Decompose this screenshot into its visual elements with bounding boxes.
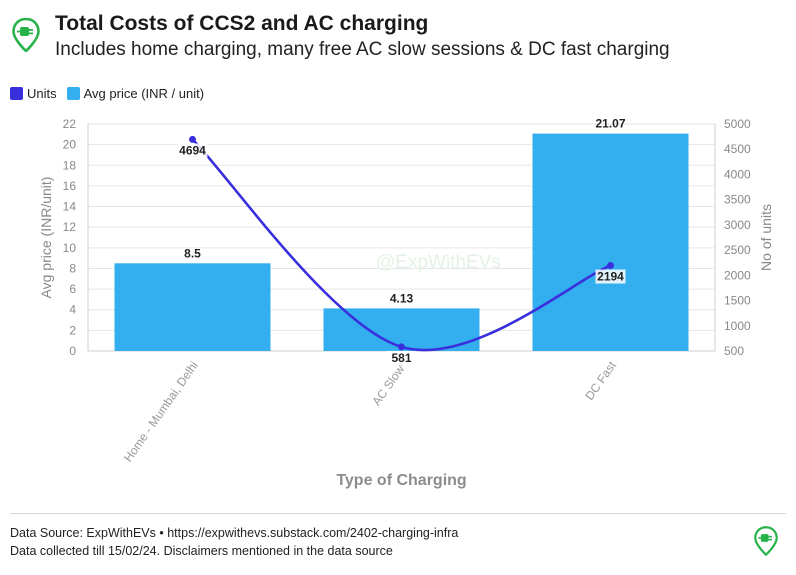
y-left-axis-title: Avg price (INR/unit) xyxy=(38,177,54,299)
y-left-tick-label: 16 xyxy=(63,179,77,193)
x-axis-title: Type of Charging xyxy=(336,472,466,489)
bar-data-label: 21.07 xyxy=(595,117,625,131)
legend-item-avg-price[interactable]: Avg price (INR / unit) xyxy=(66,86,205,101)
y-right-axis-title: No of units xyxy=(758,204,774,271)
y-left-tick-label: 12 xyxy=(63,220,77,234)
bar xyxy=(532,133,689,351)
units-label-bg xyxy=(177,143,208,158)
y-left-tick-label: 10 xyxy=(63,241,77,255)
y-left-tick-label: 2 xyxy=(69,323,76,337)
ev-charging-pin-icon xyxy=(754,526,778,556)
units-data-label: 2194 xyxy=(597,270,624,284)
footer-divider xyxy=(10,513,786,514)
y-right-tick-label: 3500 xyxy=(724,193,751,207)
y-right-tick-label: 2000 xyxy=(724,268,751,282)
bar-data-label: 4.13 xyxy=(390,291,414,305)
page-title: Total Costs of CCS2 and AC charging xyxy=(55,12,429,35)
y-right-tick-label: 2500 xyxy=(724,243,751,257)
y-right-tick-label: 500 xyxy=(724,344,744,358)
units-point xyxy=(607,262,614,270)
y-right-tick-label: 4000 xyxy=(724,167,751,181)
legend-label-units: Units xyxy=(27,86,57,101)
units-label-bg xyxy=(595,269,626,284)
units-label-bg xyxy=(386,350,417,365)
legend-swatch-avg-price xyxy=(66,87,80,100)
y-left-tick-label: 14 xyxy=(63,200,77,214)
x-tick-label: DC Fast xyxy=(582,358,619,403)
x-tick-label: Home - Mumbai, Delhi xyxy=(121,359,201,465)
watermark-text: @ExpWithEVs xyxy=(376,252,501,273)
y-left-tick-label: 4 xyxy=(69,303,76,317)
y-left-tick-label: 22 xyxy=(63,117,77,131)
units-point xyxy=(398,343,405,351)
chart-legend: Units Avg price (INR / unit) xyxy=(10,86,214,101)
bar xyxy=(114,263,271,351)
y-right-tick-label: 1500 xyxy=(724,294,751,308)
bar-data-label: 8.5 xyxy=(184,246,201,260)
y-right-tick-label: 1000 xyxy=(724,319,751,333)
y-right-tick-label: 3000 xyxy=(724,218,751,232)
x-tick-label: AC Slow* xyxy=(369,358,410,408)
ev-charging-pin-icon xyxy=(12,18,40,52)
page-subtitle: Includes home charging, many free AC slo… xyxy=(55,39,670,60)
y-left-tick-label: 18 xyxy=(63,158,77,172)
y-left-tick-label: 8 xyxy=(69,261,76,275)
legend-label-avg-price: Avg price (INR / unit) xyxy=(83,86,205,101)
units-point xyxy=(189,135,196,143)
data-note-text: Data collected till 15/02/24. Disclaimer… xyxy=(10,544,393,558)
y-right-tick-label: 5000 xyxy=(724,117,751,131)
legend-item-units[interactable]: Units xyxy=(10,86,57,101)
units-data-label: 4694 xyxy=(179,143,206,157)
y-left-tick-label: 0 xyxy=(69,344,76,358)
y-left-tick-label: 6 xyxy=(69,282,76,296)
y-right-tick-label: 4500 xyxy=(724,142,751,156)
data-source-text: Data Source: ExpWithEVs • https://expwit… xyxy=(10,526,459,540)
y-left-tick-label: 20 xyxy=(63,138,77,152)
units-data-label: 581 xyxy=(391,351,411,365)
legend-swatch-units xyxy=(10,87,23,100)
